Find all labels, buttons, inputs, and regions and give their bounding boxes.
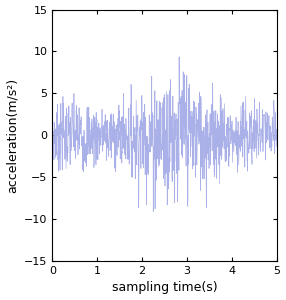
Y-axis label: acceleration(m/s²): acceleration(m/s²) — [5, 78, 19, 193]
X-axis label: sampling time(s): sampling time(s) — [112, 281, 217, 294]
